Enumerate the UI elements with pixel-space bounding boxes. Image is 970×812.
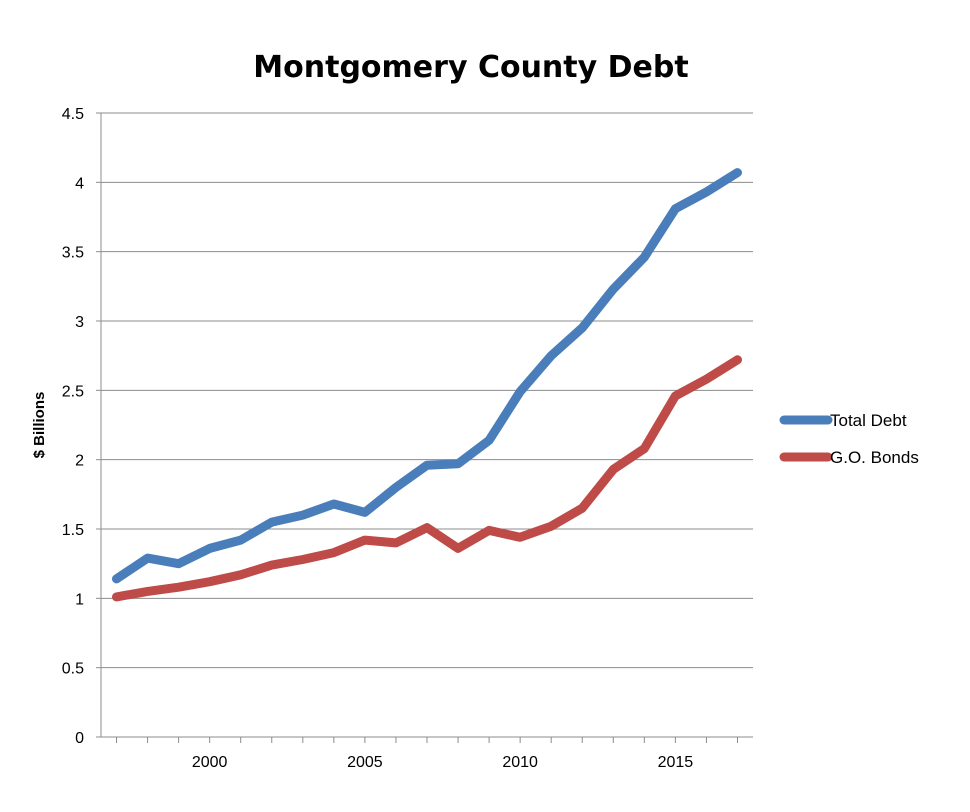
y-tick-label: 4.5 [62, 106, 84, 123]
gridlines [101, 112, 753, 669]
x-tick-label: 2005 [347, 754, 383, 771]
legend-label: Total Debt [830, 411, 907, 430]
chart-title: Montgomery County Debt [253, 50, 688, 85]
y-tick-label: 3.5 [62, 245, 84, 262]
y-tick-label: 2.5 [62, 383, 84, 400]
series-line-total-debt [112, 168, 742, 584]
x-tick-label: 2000 [192, 754, 228, 771]
y-tick-label: 1 [75, 591, 84, 608]
legend-label: G.O. Bonds [830, 448, 919, 467]
y-tick-label: 0.5 [62, 661, 84, 678]
series-line-g-o-bonds [112, 355, 742, 602]
legend-item: Total Debt [779, 411, 907, 430]
y-tick-label: 0 [75, 730, 84, 747]
y-axis-label: $ Billions [31, 392, 48, 459]
x-tick-labels: 2000 2005 2010 2015 [192, 754, 693, 771]
y-tick-label: 1.5 [62, 522, 84, 539]
y-tick-label: 2 [75, 453, 84, 470]
legend: Total Debt G.O. Bonds [779, 411, 919, 467]
y-tick-labels: 0 0.5 1 1.5 2 2.5 3 3.5 4 4.5 [62, 106, 84, 747]
y-tick-label: 3 [75, 314, 84, 331]
x-tick-label: 2010 [502, 754, 538, 771]
series-lines [112, 168, 742, 602]
x-tick-label: 2015 [658, 754, 694, 771]
legend-item: G.O. Bonds [779, 448, 919, 467]
axes [96, 112, 753, 743]
y-tick-label: 4 [75, 175, 84, 192]
